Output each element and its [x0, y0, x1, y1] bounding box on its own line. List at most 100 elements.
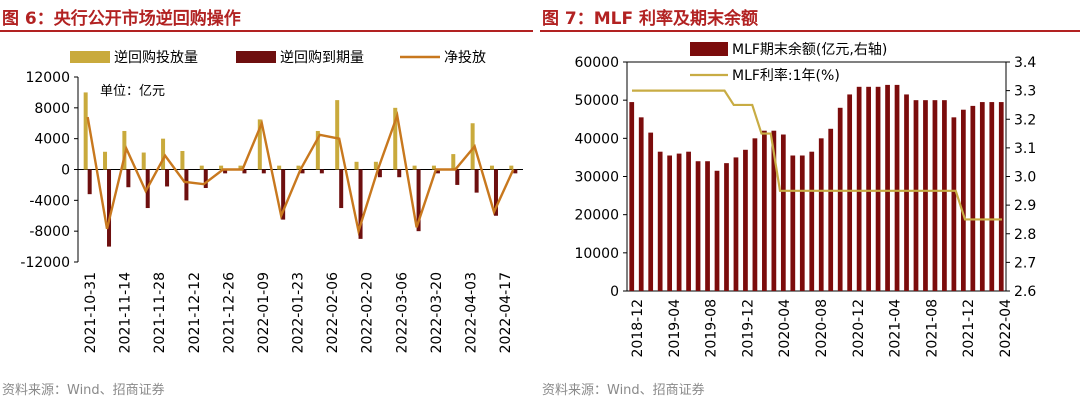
- bar-maturity: [435, 169, 440, 174]
- bar-mlf-balance: [799, 155, 805, 291]
- bar-inflow: [238, 165, 243, 170]
- bar-mlf-balance: [629, 102, 635, 291]
- bar-maturity: [339, 169, 344, 209]
- legend-label: MLF期末余额(亿元,右轴): [732, 41, 887, 58]
- bar-inflow: [335, 100, 340, 170]
- bar-mlf-balance: [885, 84, 890, 292]
- x-tick-label: 2019-12: [740, 299, 756, 358]
- x-tick-label: 2022-04-03: [463, 272, 479, 353]
- y-tick-label: 10000: [574, 246, 619, 262]
- bar-mlf-balance: [771, 130, 777, 291]
- y2-tick-label: 3.4: [1014, 55, 1036, 71]
- bar-mlf-balance: [686, 151, 691, 291]
- bar-inflow: [412, 165, 417, 170]
- bar-inflow: [199, 165, 204, 170]
- bar-mlf-balance: [998, 102, 1004, 291]
- line-net-injection: [86, 110, 515, 236]
- bar-inflow: [161, 138, 166, 170]
- y2-tick-label: 2.7: [1014, 255, 1036, 271]
- bar-mlf-balance: [989, 102, 995, 291]
- bar-mlf-balance: [951, 117, 957, 291]
- bar-maturity: [416, 169, 421, 232]
- bar-inflow: [277, 165, 282, 170]
- bar-mlf-balance: [724, 163, 729, 291]
- bar-maturity: [203, 169, 208, 188]
- bar-mlf-balance: [780, 134, 786, 291]
- bar-mlf-balance: [932, 100, 938, 292]
- x-tick-label: 2020-04: [777, 299, 793, 358]
- y-tick-label: 50000: [574, 93, 619, 109]
- y-tick-label: 30000: [574, 170, 619, 186]
- bar-inflow: [180, 151, 185, 170]
- x-tick-label: 2018-12: [630, 299, 646, 358]
- bar-maturity: [300, 169, 305, 174]
- bar-maturity: [377, 169, 382, 178]
- bar-maturity: [261, 169, 266, 174]
- bar-mlf-balance: [856, 86, 862, 291]
- bar-maturity: [184, 169, 189, 201]
- x-tick-label: 2022-01-23: [291, 272, 307, 353]
- x-tick-label: 2021-12-26: [221, 272, 237, 353]
- x-tick-label: 2022-02-20: [360, 272, 376, 353]
- legend-swatch-inflow: [70, 51, 110, 63]
- bar-inflow: [470, 123, 475, 170]
- bar-maturity: [281, 169, 286, 220]
- bar-maturity: [513, 169, 518, 174]
- source-note: 资料来源：Wind、招商证券: [542, 383, 705, 398]
- y2-tick-label: 3.0: [1014, 170, 1036, 186]
- bar-inflow: [393, 107, 398, 170]
- bar-mlf-balance: [866, 86, 871, 291]
- bar-maturity: [455, 169, 460, 185]
- bar-maturity: [165, 169, 170, 187]
- bar-mlf-balance: [979, 102, 985, 291]
- legend-label: MLF利率:1年(%): [732, 67, 840, 84]
- y2-tick-label: 3.2: [1014, 112, 1036, 128]
- bar-inflow: [257, 119, 262, 170]
- y2-tick-label: 2.6: [1014, 284, 1036, 300]
- bar-mlf-balance: [714, 170, 720, 291]
- x-tick-label: 2022-01-09: [256, 272, 272, 353]
- y2-tick-label: 3.1: [1014, 141, 1036, 157]
- bar-mlf-balance: [942, 100, 947, 292]
- bar-maturity: [358, 169, 363, 239]
- bar-mlf-balance: [894, 84, 900, 292]
- x-tick-label: 2021-11-14: [118, 272, 134, 353]
- bar-maturity: [223, 169, 228, 174]
- line-mlf-rate: [632, 89, 1002, 221]
- bar-mlf-balance: [960, 109, 966, 291]
- x-tick-label: 2022-04-17: [498, 272, 514, 353]
- bar-mlf-balance: [818, 138, 824, 291]
- legend-label: 逆回购到期量: [280, 50, 364, 66]
- plot-frame: [626, 61, 1007, 292]
- bar-mlf-balance: [790, 155, 796, 291]
- y-tick-label: 20000: [574, 208, 619, 224]
- bar-mlf-balance: [904, 94, 909, 291]
- bar-maturity: [107, 169, 112, 247]
- bar-maturity: [397, 169, 402, 178]
- x-tick-label: 2021-12: [961, 299, 977, 358]
- bar-maturity: [87, 169, 92, 195]
- x-tick-label: 2019-08: [704, 299, 720, 358]
- bar-mlf-balance: [648, 132, 654, 291]
- bar-inflow: [509, 165, 514, 170]
- bar-mlf-balance: [847, 94, 853, 291]
- bar-inflow: [141, 152, 146, 170]
- bar-mlf-balance: [762, 130, 767, 291]
- bar-inflow: [373, 161, 378, 170]
- bar-mlf-balance: [875, 86, 881, 291]
- chart-panel-mlf: 图 7：MLF 利率及期末余额 60000 50000 40000 30000 2000…: [540, 0, 1080, 404]
- bar-mlf-balance: [837, 107, 843, 291]
- source-note: 资料来源：Wind、招商证券: [2, 383, 165, 398]
- x-tick-label: 2021-08: [924, 299, 940, 358]
- chart-title: 图 7：MLF 利率及期末余额: [542, 9, 759, 29]
- bar-mlf-balance: [705, 161, 710, 291]
- bar-inflow: [489, 165, 494, 170]
- x-tick-label: 2022-03-06: [394, 272, 410, 353]
- bar-mlf-balance: [733, 157, 739, 291]
- chart-title: 图 6：央行公开市场逆回购操作: [2, 9, 241, 29]
- y-tick-label: -8000: [29, 224, 70, 240]
- legend-label: 净投放: [444, 50, 486, 66]
- y-tick-label: 0: [61, 163, 70, 179]
- y-tick-label: 4000: [34, 132, 70, 148]
- y-tick-label: -12000: [20, 255, 70, 271]
